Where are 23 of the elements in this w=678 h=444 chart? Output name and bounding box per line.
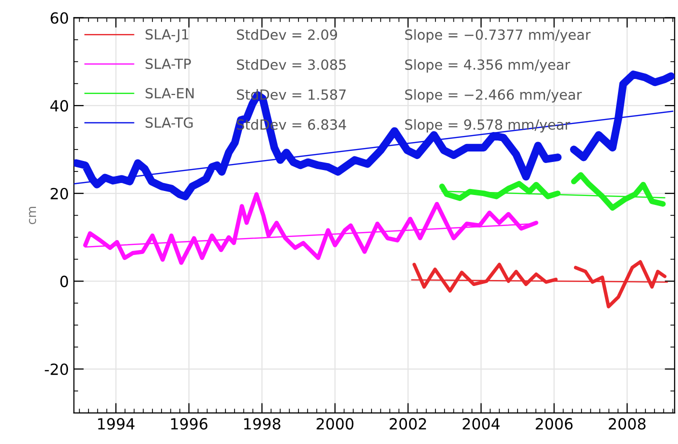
x-tick-label: 2000 [316,418,354,430]
annotation: Slope = −2.466 mm/year [405,89,582,103]
y-tick-label: 20 [50,188,68,200]
y-tick-label: 0 [60,276,68,288]
x-tick-label: 1998 [244,418,280,430]
annotation: StdDev = 3.085 [237,59,346,70]
legend-label: SLA-TP [146,58,191,70]
x-tick-label: 2008 [608,418,646,430]
x-tick-label: 2004 [462,418,500,430]
legend-label: SLA-J1 [146,29,188,42]
legend-label: SLA-EN [146,88,194,98]
y-tick-label: 60 [50,12,68,24]
x-tick-label: 1994 [98,418,134,430]
annotation: Slope = −0.7377 mm/year [405,29,591,43]
x-tick-label: 2002 [390,418,426,430]
x-tick-label: 2006 [536,418,573,430]
annotation: StdDev = 2.09 [237,29,338,40]
legend-label: SLA-TG [146,117,193,128]
x-tick-label: 1996 [171,418,208,430]
y-axis-title: cm [28,206,36,224]
y-tick-label: -20 [44,363,68,376]
y-tick-label: 40 [50,100,68,112]
annotation: Slope = 4.356 mm/year [405,59,570,73]
